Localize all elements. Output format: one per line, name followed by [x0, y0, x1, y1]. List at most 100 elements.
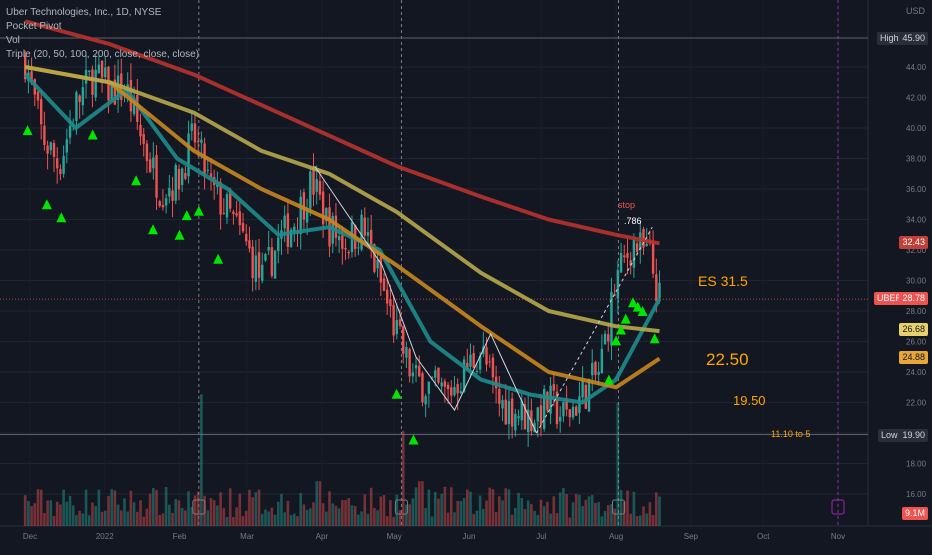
- y-tick-label: 34.00: [906, 216, 927, 225]
- legend-vol: Vol: [6, 35, 20, 46]
- volume-bar: [421, 481, 424, 526]
- candle-body: [75, 92, 78, 121]
- pocket-pivot-marker: [627, 297, 638, 308]
- volume-bar: [417, 481, 421, 526]
- volume-bar: [286, 500, 290, 526]
- candle-body: [382, 278, 386, 291]
- volume-bar: [325, 511, 328, 526]
- volume-bar: [395, 494, 399, 526]
- volume-bar: [405, 504, 408, 526]
- volume-bar: [136, 511, 139, 526]
- volume-bar: [177, 500, 181, 526]
- candle-body: [277, 237, 280, 252]
- candle-body: [421, 373, 424, 403]
- volume-bar: [459, 500, 463, 526]
- pocket-pivot-marker: [637, 305, 648, 316]
- volume-bar: [658, 496, 661, 526]
- candle-body: [600, 348, 604, 374]
- volume-bar: [501, 500, 504, 526]
- volume-bar: [145, 508, 149, 526]
- volume-bar: [283, 512, 286, 526]
- candle-body: [603, 333, 607, 345]
- volume-bar: [389, 500, 392, 526]
- candle-body: [597, 371, 600, 375]
- high-tag-label: High: [880, 33, 899, 43]
- candle-body: [267, 246, 270, 251]
- candle-body: [43, 125, 46, 145]
- candle-body: [100, 60, 104, 78]
- candle-body: [36, 91, 40, 101]
- volume-bar: [369, 487, 373, 526]
- volume-bar: [590, 494, 594, 526]
- x-tick-label: Jul: [536, 532, 546, 541]
- volume-bar: [123, 498, 126, 526]
- candle-body: [283, 215, 286, 229]
- volume-bar: [174, 499, 178, 526]
- candle-body: [229, 190, 232, 209]
- volume-bar: [565, 493, 568, 526]
- x-tick-label: 2022: [96, 532, 114, 541]
- candle-body: [552, 384, 555, 391]
- volume-bar: [453, 512, 456, 526]
- candle-body: [584, 385, 588, 409]
- x-tick-label: Apr: [316, 532, 329, 541]
- volume-bar: [475, 510, 479, 526]
- candle-body: [334, 215, 338, 238]
- volume-bar: [638, 515, 642, 526]
- candle-body: [337, 236, 341, 241]
- pocket-pivot-marker: [131, 175, 142, 186]
- volume-bar: [110, 489, 113, 526]
- ma200-chip: 32.43: [899, 236, 928, 249]
- volume-bar: [302, 504, 306, 526]
- volume-bar: [155, 489, 158, 526]
- candle-body: [357, 247, 360, 249]
- volume-bar: [517, 492, 520, 526]
- volume-bar: [536, 514, 540, 526]
- volume-bar: [107, 496, 110, 526]
- candle-body: [373, 244, 376, 272]
- target-11-10-to-5: 11.10 to 5: [771, 429, 811, 439]
- last-price-chip: 28.78: [899, 292, 928, 305]
- y-tick-label: 18.00: [906, 460, 927, 469]
- pocket-pivot-marker: [87, 129, 98, 140]
- candle-body: [132, 97, 136, 115]
- volume-bar: [251, 497, 254, 526]
- candle-body: [568, 409, 572, 418]
- candle-body: [245, 233, 248, 242]
- volume-bar: [376, 510, 379, 526]
- volume-bar: [328, 491, 331, 526]
- moving-average-ma200: [24, 19, 660, 246]
- volume-bar: [597, 502, 600, 526]
- volume-bar: [482, 509, 485, 526]
- volume-bar: [555, 513, 559, 526]
- volume-bar: [629, 513, 632, 526]
- candle-body: [427, 381, 431, 394]
- volume-bar: [571, 502, 575, 526]
- volume-bar: [488, 487, 492, 526]
- candle-body: [450, 387, 453, 396]
- candle-body: [161, 205, 165, 208]
- volume-bar: [200, 394, 203, 526]
- y-tick-label: 36.00: [906, 185, 927, 194]
- candle-body: [645, 243, 648, 247]
- volume-bar: [52, 515, 56, 526]
- volume-bar: [116, 504, 120, 526]
- candle-body: [466, 362, 469, 371]
- volume-bar: [84, 489, 88, 526]
- volume-bar: [309, 508, 312, 526]
- candle-body: [321, 191, 325, 225]
- volume-bar: [360, 511, 363, 526]
- pocket-pivot-marker: [615, 324, 626, 335]
- pocket-pivot-marker: [213, 253, 224, 264]
- volume-bar: [401, 430, 405, 526]
- candle-body: [293, 226, 296, 232]
- volume-bar: [456, 500, 459, 526]
- candle-body: [635, 243, 639, 252]
- candle-body: [578, 396, 581, 413]
- volume-chip: 9.1M: [901, 507, 928, 520]
- volume-bar: [514, 507, 517, 526]
- volume-bar: [616, 402, 620, 526]
- volume-bar: [289, 515, 293, 526]
- y-tick-label: 16.00: [906, 490, 927, 499]
